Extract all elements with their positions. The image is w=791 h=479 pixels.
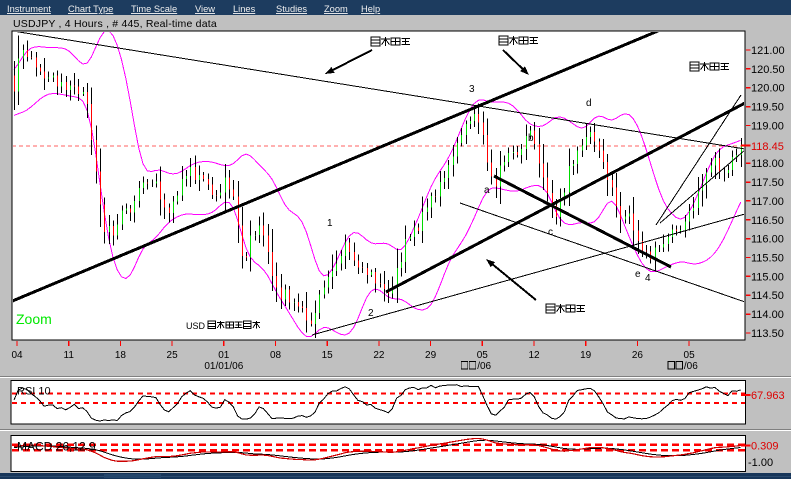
svg-text:Zoom: Zoom <box>16 311 52 327</box>
svg-text:Studies: Studies <box>276 4 307 14</box>
svg-text:118.00: 118.00 <box>751 158 784 170</box>
svg-text:119.00: 119.00 <box>751 121 784 133</box>
svg-text:USD: USD <box>186 321 206 331</box>
svg-text:67.963: 67.963 <box>751 390 785 402</box>
svg-text:19: 19 <box>580 350 592 361</box>
svg-text:115.00: 115.00 <box>751 271 784 283</box>
svg-text:04: 04 <box>11 350 23 361</box>
svg-text:01/01/06: 01/01/06 <box>204 361 243 372</box>
svg-text:a: a <box>484 185 490 196</box>
svg-text:118.45: 118.45 <box>751 141 784 153</box>
svg-text:Chart Type: Chart Type <box>68 4 113 14</box>
svg-text:b: b <box>528 133 534 144</box>
svg-text:Lines: Lines <box>233 4 256 14</box>
svg-text:1: 1 <box>327 218 333 229</box>
svg-text:c: c <box>548 227 553 238</box>
svg-text:114.00: 114.00 <box>751 309 784 321</box>
svg-text:08: 08 <box>270 350 282 361</box>
svg-text:121.00: 121.00 <box>751 45 785 57</box>
svg-text:116.50: 116.50 <box>751 215 784 227</box>
svg-text:4: 4 <box>645 273 651 284</box>
svg-text:113.50: 113.50 <box>751 328 784 340</box>
svg-text:22: 22 <box>373 350 385 361</box>
svg-text:18: 18 <box>115 350 127 361</box>
svg-text:/06: /06 <box>477 361 491 372</box>
svg-text:117.50: 117.50 <box>751 177 784 189</box>
svg-text:120.50: 120.50 <box>751 64 785 76</box>
svg-text:USDJPY , 4 Hours , # 445, Real: USDJPY , 4 Hours , # 445, Real-time data <box>13 18 217 30</box>
svg-text:15: 15 <box>322 350 334 361</box>
svg-text:2: 2 <box>368 308 374 319</box>
svg-text:d: d <box>586 98 592 109</box>
svg-text:01: 01 <box>218 350 230 361</box>
svg-text:0.309: 0.309 <box>751 440 779 452</box>
svg-text:25: 25 <box>167 350 179 361</box>
svg-text:05: 05 <box>477 350 489 361</box>
svg-text:RSI 10: RSI 10 <box>17 386 51 398</box>
svg-text:MACD 26,12 9: MACD 26,12 9 <box>17 440 96 454</box>
svg-text:View: View <box>195 4 215 14</box>
svg-text:120.00: 120.00 <box>751 83 785 95</box>
svg-text:05: 05 <box>684 350 696 361</box>
svg-text:e: e <box>635 269 641 280</box>
svg-text:Zoom: Zoom <box>324 4 348 14</box>
svg-text:116.00: 116.00 <box>751 234 784 246</box>
svg-text:3: 3 <box>469 84 475 95</box>
svg-text:115.50: 115.50 <box>751 253 784 265</box>
svg-text:26: 26 <box>632 350 644 361</box>
svg-text:12: 12 <box>528 350 540 361</box>
svg-text:119.50: 119.50 <box>751 102 784 114</box>
svg-text:29: 29 <box>425 350 437 361</box>
svg-text:Instrument: Instrument <box>7 4 51 14</box>
svg-text:117.00: 117.00 <box>751 196 784 208</box>
svg-text:/06: /06 <box>684 361 698 372</box>
svg-text:Time Scale: Time Scale <box>131 4 177 14</box>
svg-text:11: 11 <box>64 350 75 361</box>
svg-text:-1.00: -1.00 <box>748 457 773 469</box>
svg-text:Help: Help <box>361 4 380 14</box>
svg-text:114.50: 114.50 <box>751 290 784 302</box>
